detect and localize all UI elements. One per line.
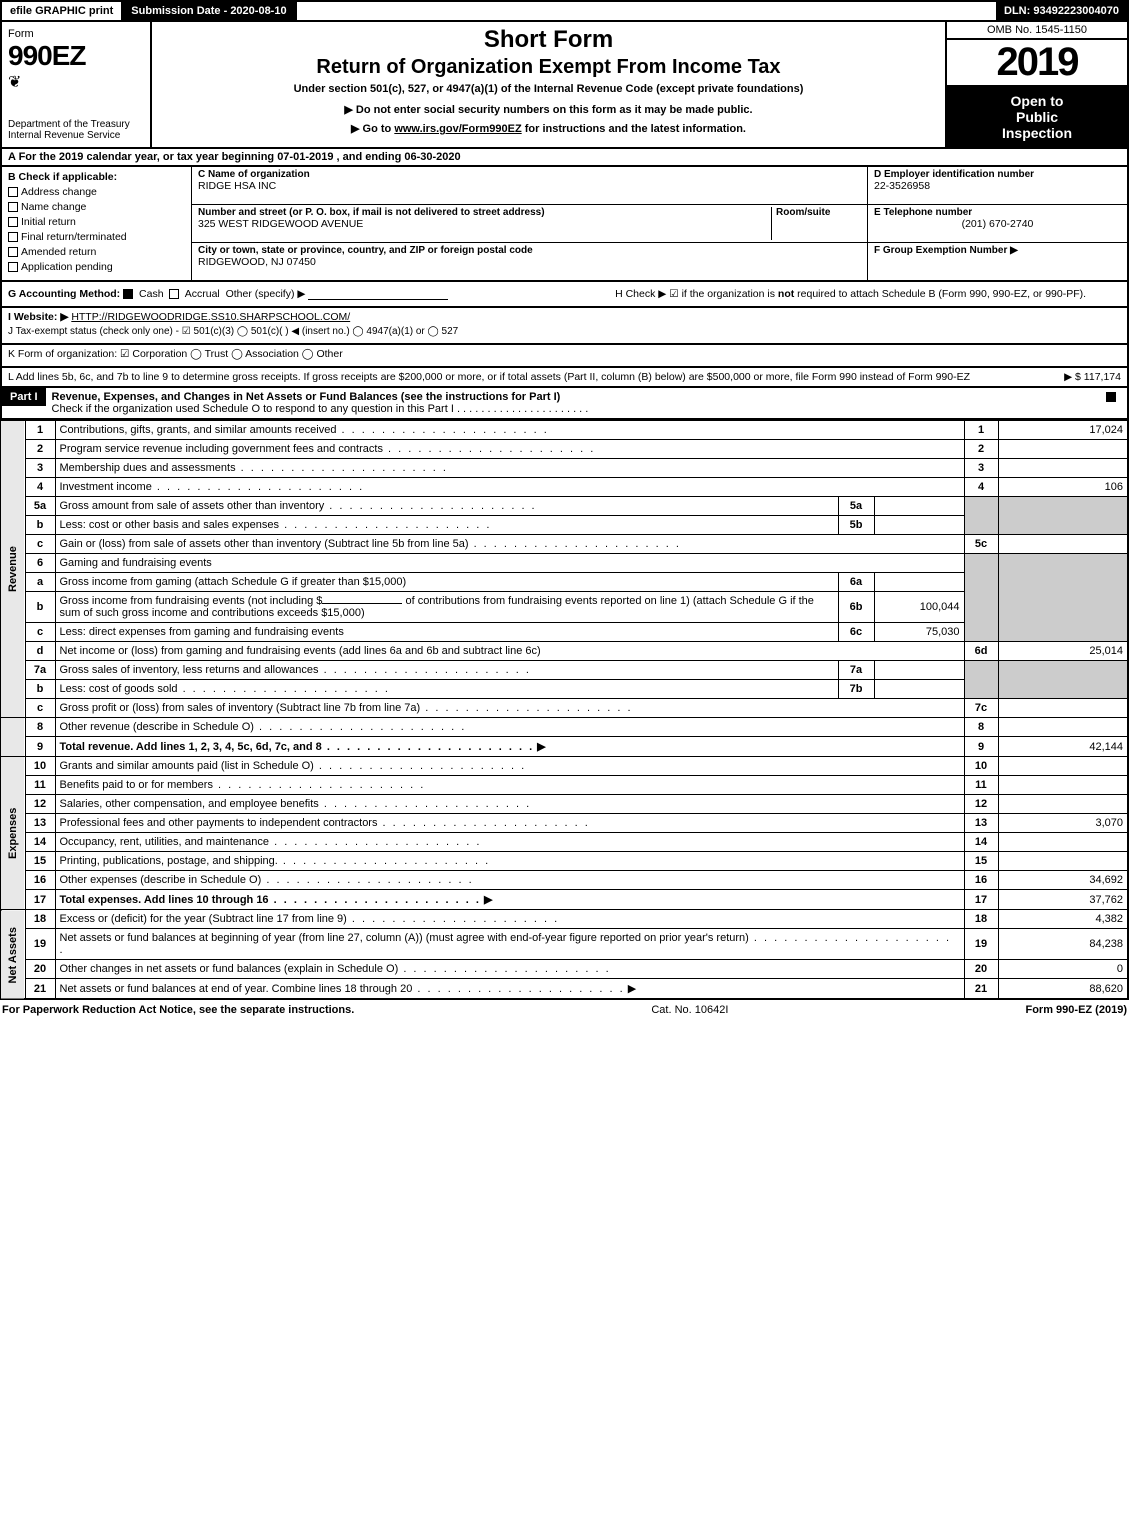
- open-to-public: Open to Public Inspection: [947, 87, 1127, 147]
- side-expenses: Expenses: [1, 757, 25, 910]
- org-name-label: C Name of organization: [198, 169, 861, 180]
- ln-1-desc: Contributions, gifts, grants, and simila…: [60, 424, 337, 436]
- goto-line: ▶ Go to www.irs.gov/Form990EZ for instru…: [160, 122, 937, 135]
- under-section: Under section 501(c), 527, or 4947(a)(1)…: [160, 83, 937, 95]
- header-center: Short Form Return of Organization Exempt…: [152, 22, 947, 147]
- ln-1-val: 17,024: [998, 421, 1128, 440]
- header-right: OMB No. 1545-1150 2019 Open to Public In…: [947, 22, 1127, 147]
- form-number: 990EZ: [8, 40, 144, 72]
- part1-table: Revenue 1 Contributions, gifts, grants, …: [0, 420, 1129, 1000]
- short-form-title: Short Form: [160, 26, 937, 54]
- section-c: C Name of organization RIDGE HSA INC Num…: [192, 167, 867, 280]
- city-state-zip: RIDGEWOOD, NJ 07450: [198, 256, 861, 268]
- phone-value: (201) 670-2740: [874, 218, 1121, 230]
- efile-label[interactable]: efile GRAPHIC print: [2, 2, 123, 20]
- website-link[interactable]: HTTP://RIDGEWOODRIDGE.SS10.SHARPSCHOOL.C…: [71, 311, 350, 323]
- form-word: Form: [8, 28, 144, 40]
- org-name: RIDGE HSA INC: [198, 180, 861, 192]
- ln-1-num: 1: [25, 421, 55, 440]
- section-k-row: K Form of organization: ☑ Corporation ◯ …: [0, 345, 1129, 368]
- row-a-tax-year: A For the 2019 calendar year, or tax yea…: [0, 149, 1129, 167]
- return-title: Return of Organization Exempt From Incom…: [160, 56, 937, 79]
- form-page-ref: Form 990-EZ (2019): [1025, 1004, 1127, 1016]
- ein-value: 22-3526958: [874, 180, 1121, 192]
- section-k: K Form of organization: ☑ Corporation ◯ …: [8, 348, 1121, 360]
- dept-treasury: Department of the Treasury: [8, 119, 144, 130]
- section-i: I Website: ▶ HTTP://RIDGEWOODRIDGE.SS10.…: [8, 311, 1121, 323]
- side-revenue: Revenue: [1, 421, 25, 718]
- form-header: Form 990EZ ❦ Department of the Treasury …: [0, 22, 1129, 149]
- section-l-amount: ▶ $ 117,174: [1056, 371, 1121, 383]
- chk-application-pending[interactable]: Application pending: [8, 261, 185, 273]
- catalog-number: Cat. No. 10642I: [651, 1004, 728, 1016]
- part1-label: Part I: [2, 388, 46, 406]
- side-netassets: Net Assets: [1, 910, 25, 1000]
- chk-accrual[interactable]: [169, 289, 179, 299]
- chk-cash[interactable]: [123, 289, 133, 299]
- section-b-title: B Check if applicable:: [8, 171, 185, 183]
- other-method-input[interactable]: [308, 299, 448, 300]
- chk-address-change[interactable]: Address change: [8, 186, 185, 198]
- section-b: B Check if applicable: Address change Na…: [2, 167, 192, 280]
- room-label: Room/suite: [776, 207, 861, 218]
- phone-label: E Telephone number: [874, 207, 1121, 218]
- group-exemption-label: F Group Exemption Number ▶: [874, 245, 1121, 256]
- submission-date: Submission Date - 2020-08-10: [123, 2, 296, 20]
- treasury-seal-icon: ❦: [8, 72, 144, 92]
- section-l-text: L Add lines 5b, 6c, and 7b to line 9 to …: [8, 371, 1056, 383]
- tax-year: 2019: [947, 40, 1127, 87]
- street-address: 325 WEST RIDGEWOOD AVENUE: [198, 218, 771, 230]
- section-g: G Accounting Method: Cash Accrual Other …: [8, 288, 615, 300]
- dln: DLN: 93492223004070: [996, 2, 1127, 20]
- omb-number: OMB No. 1545-1150: [947, 22, 1127, 40]
- street-label: Number and street (or P. O. box, if mail…: [198, 207, 771, 218]
- chk-name-change[interactable]: Name change: [8, 201, 185, 213]
- page-footer: For Paperwork Reduction Act Notice, see …: [0, 1000, 1129, 1020]
- part1-title: Revenue, Expenses, and Changes in Net As…: [46, 388, 1097, 418]
- chk-amended-return[interactable]: Amended return: [8, 246, 185, 258]
- ein-label: D Employer identification number: [874, 169, 1121, 180]
- part1-checkbox[interactable]: [1097, 388, 1127, 406]
- irs-label: Internal Revenue Service: [8, 130, 144, 141]
- chk-initial-return[interactable]: Initial return: [8, 216, 185, 228]
- gh-row: G Accounting Method: Cash Accrual Other …: [0, 282, 1129, 308]
- city-label: City or town, state or province, country…: [198, 245, 861, 256]
- irs-link[interactable]: www.irs.gov/Form990EZ: [394, 123, 521, 135]
- top-bar: efile GRAPHIC print Submission Date - 20…: [0, 0, 1129, 22]
- paperwork-notice: For Paperwork Reduction Act Notice, see …: [2, 1004, 354, 1016]
- section-h: H Check ▶ ☑ if the organization is not r…: [615, 288, 1121, 300]
- section-j: J Tax-exempt status (check only one) - ☑…: [8, 326, 1121, 337]
- section-l-row: L Add lines 5b, 6c, and 7b to line 9 to …: [0, 368, 1129, 388]
- header-left: Form 990EZ ❦ Department of the Treasury …: [2, 22, 152, 147]
- chk-final-return[interactable]: Final return/terminated: [8, 231, 185, 243]
- info-grid: B Check if applicable: Address change Na…: [0, 167, 1129, 282]
- ssn-warning: ▶ Do not enter social security numbers o…: [160, 103, 937, 116]
- ln-1-ref: 1: [964, 421, 998, 440]
- section-def: D Employer identification number 22-3526…: [867, 167, 1127, 280]
- section-ijkl: I Website: ▶ HTTP://RIDGEWOODRIDGE.SS10.…: [0, 308, 1129, 345]
- part1-header-row: Part I Revenue, Expenses, and Changes in…: [0, 388, 1129, 420]
